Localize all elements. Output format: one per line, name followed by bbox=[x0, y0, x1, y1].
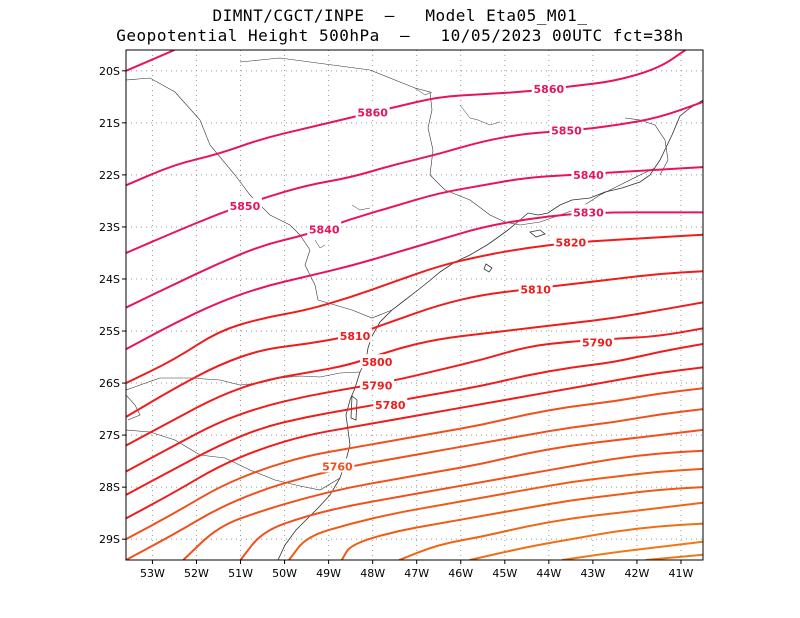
contour-5740 bbox=[182, 428, 703, 560]
contour-label-5790: 5790 bbox=[362, 380, 393, 393]
contour-label-bg bbox=[227, 198, 262, 213]
contour-label-bg bbox=[553, 234, 588, 249]
contour-label-bg bbox=[518, 281, 553, 296]
island-ilha-grande bbox=[529, 229, 546, 238]
state-border-mg-es bbox=[624, 117, 669, 176]
contour-5730 bbox=[239, 449, 703, 560]
contour-5680 bbox=[561, 540, 703, 560]
state-border-ms-pr bbox=[126, 77, 319, 301]
tick-label-lon: 49W bbox=[316, 567, 341, 580]
contour-label-5840: 5840 bbox=[573, 169, 604, 182]
contour-5690 bbox=[469, 522, 703, 560]
state-border-pr-sc bbox=[126, 371, 361, 391]
river-parana bbox=[314, 204, 371, 249]
contour-label-bg bbox=[338, 328, 373, 343]
tick-label-lon: 51W bbox=[228, 567, 253, 580]
chart-title-line-1: DIMNT/CGCT/INPE – Model Eta05_M01_ bbox=[212, 6, 588, 25]
contour-5850 bbox=[126, 101, 703, 254]
contour-5840 bbox=[126, 166, 703, 309]
contour-label-5780: 5780 bbox=[375, 399, 406, 412]
state-border-sp-mg bbox=[239, 57, 521, 226]
contour-label-bg bbox=[549, 122, 584, 137]
contour-label-5840: 5840 bbox=[309, 224, 340, 237]
contour-label-5810: 5810 bbox=[340, 330, 371, 343]
coastline bbox=[277, 99, 703, 560]
tick-label-lat: 27S bbox=[99, 429, 120, 442]
contour-label-5820: 5820 bbox=[556, 237, 587, 250]
contour-label-5790: 5790 bbox=[582, 336, 613, 349]
contour-label-bg bbox=[571, 204, 606, 219]
contour-5750 bbox=[126, 408, 703, 560]
contour-label-bg bbox=[373, 396, 408, 411]
contour-5860 bbox=[126, 50, 175, 72]
contour-5770 bbox=[126, 366, 703, 520]
coastline-and-borders bbox=[126, 57, 703, 560]
contour-5830 bbox=[126, 211, 703, 351]
tick-label-lon: 47W bbox=[404, 567, 429, 580]
contour-label-bg bbox=[355, 104, 390, 119]
contour-label-5850: 5850 bbox=[551, 125, 582, 138]
contour-labels: 5860 5860 5850 5850 5840 5840 5830 5820 5810 5810… bbox=[227, 81, 615, 473]
contour-label-5810: 5810 bbox=[520, 283, 551, 296]
contour-5710 bbox=[340, 486, 703, 560]
state-border-rj-mg bbox=[519, 167, 656, 226]
contour-label-5860: 5860 bbox=[534, 83, 565, 96]
tick-label-lat: 23S bbox=[99, 221, 120, 234]
tick-label-lon: 44W bbox=[536, 567, 561, 580]
tick-label-lat: 21S bbox=[99, 117, 120, 130]
tick-label-lat: 26S bbox=[99, 377, 120, 390]
tick-label-lat: 25S bbox=[99, 325, 120, 338]
contour-5810 bbox=[126, 270, 703, 418]
contour-5700 bbox=[398, 501, 703, 560]
axes: 53W 52W 51W 50W 49W 48W 47W 46W 45W 44W 43W 42W 41W 2… bbox=[99, 65, 694, 580]
plot-frame bbox=[125, 49, 704, 561]
contour-5720 bbox=[288, 467, 703, 560]
contour-5670 bbox=[645, 553, 703, 560]
contour-label-5760: 5760 bbox=[322, 460, 353, 473]
contour-5800 bbox=[126, 301, 703, 447]
contour-label-bg bbox=[307, 221, 342, 236]
contour-label-bg bbox=[571, 166, 606, 181]
contour-5780 bbox=[126, 343, 703, 496]
tick-label-lat: 24S bbox=[99, 273, 120, 286]
state-border-sc-rs bbox=[126, 429, 341, 491]
island-sao-sebastiao bbox=[483, 263, 493, 273]
contour-5820 bbox=[126, 233, 703, 385]
tick-label-lat: 28S bbox=[99, 481, 120, 494]
contour-lines bbox=[126, 50, 703, 560]
contour-label-bg bbox=[531, 81, 566, 96]
contour-label-5800: 5800 bbox=[362, 356, 393, 369]
contour-label-5850: 5850 bbox=[230, 200, 261, 213]
tick-label-lat: 22S bbox=[99, 169, 120, 182]
tick-label-lon: 41W bbox=[669, 567, 694, 580]
contour-label-bg bbox=[580, 334, 615, 349]
contour-label-bg bbox=[320, 458, 355, 473]
contour-label-bg bbox=[360, 354, 395, 369]
tick-label-lon: 52W bbox=[184, 567, 209, 580]
chart-title-line-2: Geopotential Height 500hPa – 10/05/2023 … bbox=[116, 26, 684, 45]
island-florianopolis bbox=[350, 395, 358, 421]
tick-label-lon: 45W bbox=[492, 567, 517, 580]
tick-label-lon: 43W bbox=[580, 567, 605, 580]
contour-label-bg bbox=[360, 377, 395, 392]
tick-label-lon: 42W bbox=[624, 567, 649, 580]
contour-5860 bbox=[126, 50, 686, 187]
contour-5760 bbox=[126, 387, 703, 541]
tick-label-lon: 46W bbox=[448, 567, 473, 580]
contour-label-5860: 5860 bbox=[357, 106, 388, 119]
tick-label-lon: 50W bbox=[272, 567, 297, 580]
tick-label-lon: 48W bbox=[360, 567, 385, 580]
tick-label-lat: 20S bbox=[99, 65, 120, 78]
tick-label-lat: 29S bbox=[99, 533, 120, 546]
tick-label-lon: 53W bbox=[140, 567, 165, 580]
contour-label-5830: 5830 bbox=[573, 206, 604, 219]
lake-furnas bbox=[414, 87, 501, 126]
